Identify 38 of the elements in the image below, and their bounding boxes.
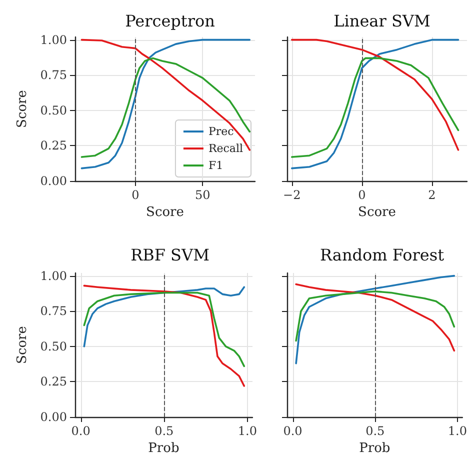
line-series <box>83 292 246 368</box>
legend-label: Recall <box>208 142 244 155</box>
y-tick-label: 0.25 <box>40 138 67 153</box>
x-tick-label: 0.0 <box>283 424 302 438</box>
legend-label: Prec <box>208 125 234 138</box>
x-axis-title: Score <box>146 204 184 220</box>
line-series <box>80 57 251 158</box>
y-tick-label: 1.00 <box>40 32 67 47</box>
y-tick-label: 0.50 <box>40 339 67 354</box>
x-tick-label: 0.5 <box>366 424 385 438</box>
line-series <box>83 284 246 387</box>
y-tick-label: 0.25 <box>40 374 67 389</box>
x-axis-title: Prob <box>359 440 390 456</box>
x-tick-label: 1.0 <box>448 424 468 438</box>
y-tick-label: 0.75 <box>40 68 67 82</box>
y-tick-label: 1.00 <box>40 268 67 283</box>
y-tick-label: 0.75 <box>40 304 67 318</box>
y-tick-label: 0.00 <box>40 410 67 424</box>
y-tick-label: 0.50 <box>40 103 67 118</box>
x-tick-label: 50 <box>194 188 210 202</box>
x-tick-label: 0 <box>358 188 366 202</box>
chart-title: Random Forest <box>320 246 445 264</box>
x-tick-label: 0.0 <box>71 424 90 438</box>
chart-title: RBF SVM <box>130 246 210 264</box>
line-series <box>83 286 246 348</box>
x-axis-title: Score <box>358 204 396 220</box>
y-tick-label: 0.00 <box>40 174 67 188</box>
chart-title: Linear SVM <box>334 12 430 30</box>
x-tick-label: 0 <box>132 188 140 202</box>
y-axis-title: Score <box>15 326 30 364</box>
x-tick-label: 1.0 <box>238 424 258 438</box>
x-tick-label: 0.5 <box>154 424 174 438</box>
legend-label: F1 <box>208 159 224 172</box>
x-tick-label: −2 <box>283 188 301 202</box>
x-axis-title: Prob <box>148 440 180 456</box>
x-tick-label: 2 <box>428 188 436 202</box>
y-axis-title: Score <box>15 90 30 128</box>
chart-title: Perceptron <box>125 12 215 30</box>
